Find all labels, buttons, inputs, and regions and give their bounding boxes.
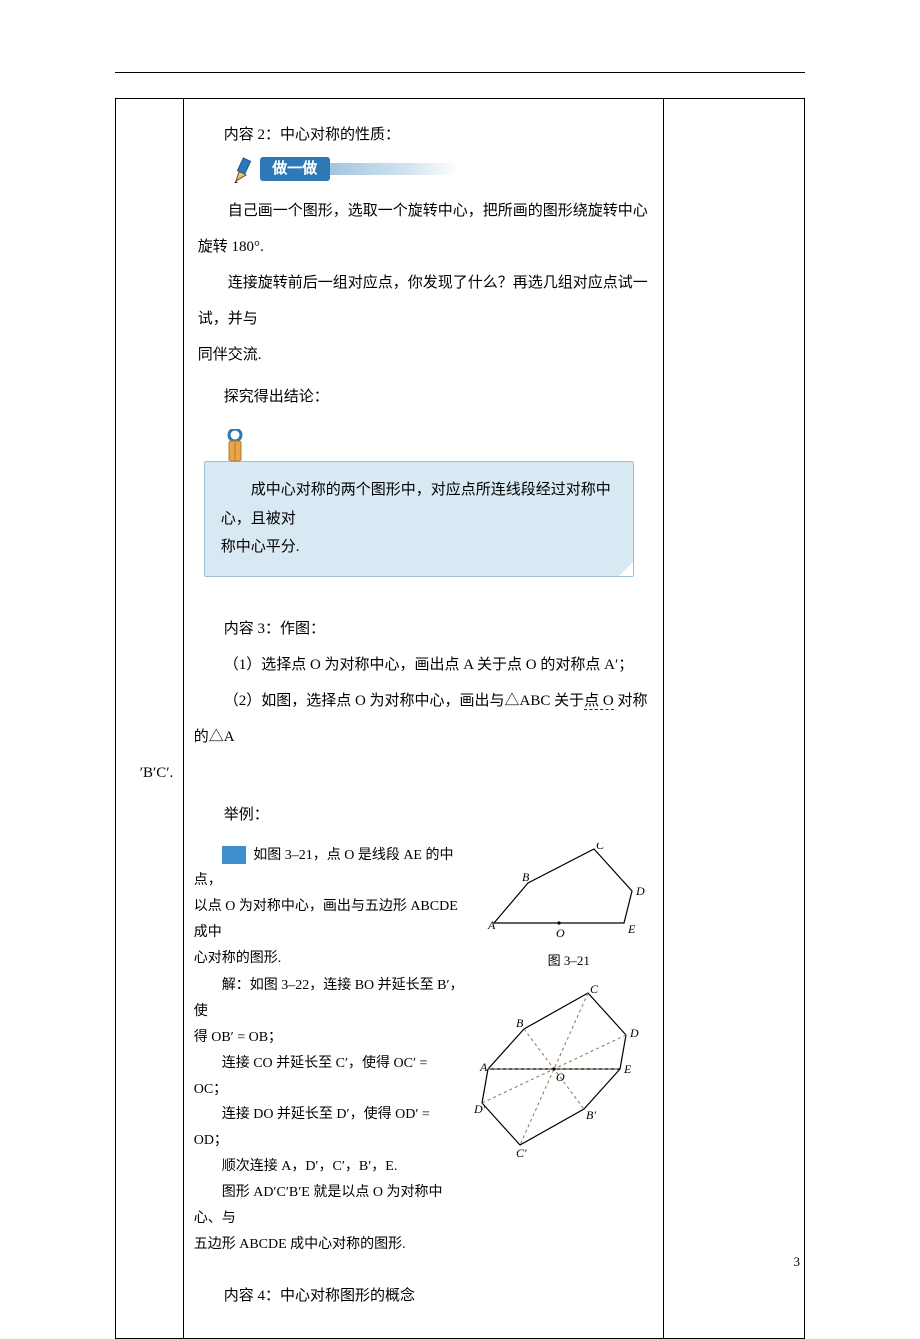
svg-text:O: O	[556, 1070, 565, 1084]
svg-text:A: A	[479, 1060, 488, 1074]
s3-item2-a: （2）如图，选择点 O 为对称中心，画出与△ABC 关于	[224, 693, 584, 709]
svg-text:E: E	[627, 922, 636, 936]
ex-line: 例 如图 3–21，点 O 是线段 AE 的中点，	[194, 843, 464, 895]
sol-line: 连接 DO 并延长至 D′，使得 OD′ = OD；	[194, 1102, 464, 1154]
ex-line: 心对称的图形.	[194, 946, 464, 972]
fold-corner	[619, 562, 633, 576]
col-right	[663, 99, 804, 1339]
svg-text:D: D	[629, 1026, 639, 1040]
s3-item2: （2）如图，选择点 O 为对称中心，画出与△ABC 关于点 O 对称的△A	[194, 683, 653, 755]
example-text: 例 如图 3–21，点 O 是线段 AE 的中点， 以点 O 为对称中心，画出与…	[194, 843, 464, 1258]
sol-line: 得 OB′ = OB；	[194, 1025, 464, 1051]
conclusion-line: 称中心平分.	[221, 533, 621, 562]
s3-item2-underline: 点 O	[584, 693, 614, 710]
section4-title: 内容 4：中心对称图形的概念	[194, 1278, 653, 1314]
svg-text:D: D	[635, 884, 645, 898]
col-main: 内容 2：中心对称的性质： 做一做 自己画一个图形，选取一个旋转中心，把所画的图…	[183, 99, 663, 1339]
header-rule	[115, 72, 805, 73]
sol-label: 解：	[222, 976, 250, 992]
svg-text:B: B	[522, 870, 530, 884]
svg-text:C′: C′	[516, 1146, 527, 1160]
do-body: 自己画一个图形，选取一个旋转中心，把所画的图形绕旋转中心旋转 180°. 连接旋…	[194, 193, 653, 373]
example-wrap: 例 如图 3–21，点 O 是线段 AE 的中点， 以点 O 为对称中心，画出与…	[194, 843, 653, 1258]
table-row: 内容 2：中心对称的性质： 做一做 自己画一个图形，选取一个旋转中心，把所画的图…	[116, 99, 805, 1339]
svg-text:C: C	[596, 843, 605, 852]
svg-text:A: A	[487, 918, 496, 932]
svg-text:E: E	[623, 1062, 632, 1076]
svg-text:B: B	[516, 1016, 524, 1030]
section2-title: 内容 2：中心对称的性质：	[194, 117, 653, 153]
example-tag: 例	[222, 846, 246, 864]
s3-item2-tail: ′B′C′.	[140, 755, 653, 791]
svg-text:O: O	[556, 926, 565, 940]
svg-text:D′: D′	[474, 1102, 486, 1116]
s3-item1: （1）选择点 O 为对称中心，画出点 A 关于点 O 的对称点 A′；	[194, 647, 653, 683]
do-line: 同伴交流.	[198, 337, 653, 373]
page: 内容 2：中心对称的性质： 做一做 自己画一个图形，选取一个旋转中心，把所画的图…	[0, 0, 920, 1302]
conclusion-box: 成中心对称的两个图形中，对应点所连线段经过对称中心，且被对 称中心平分.	[204, 461, 634, 577]
sol-line: 顺次连接 A，D′，C′，B′，E.	[194, 1154, 464, 1180]
figure-3-22: A B C D E O B′ C′ D′	[474, 983, 654, 1168]
conclusion-line: 成中心对称的两个图形中，对应点所连线段经过对称中心，且被对	[221, 476, 621, 533]
svg-text:C: C	[590, 983, 599, 996]
sol-line: 图形 AD′C′B′E 就是以点 O 为对称中心、与	[194, 1180, 464, 1232]
clip-icon	[220, 429, 250, 469]
svg-text:B′: B′	[586, 1108, 596, 1122]
do-label: 做一做	[260, 157, 330, 181]
sol-line: 解：如图 3–22，连接 BO 并延长至 B′，使	[194, 972, 464, 1025]
section3-title: 内容 3：作图：	[194, 611, 653, 647]
fig321-svg: A B C D E O	[484, 843, 654, 943]
pencil-icon	[230, 155, 260, 185]
conclusion-text: 成中心对称的两个图形中，对应点所连线段经过对称中心，且被对	[221, 482, 611, 527]
content-table: 内容 2：中心对称的性质： 做一做 自己画一个图形，选取一个旋转中心，把所画的图…	[115, 98, 805, 1339]
do-line: 自己画一个图形，选取一个旋转中心，把所画的图形绕旋转中心旋转 180°.	[198, 193, 653, 265]
ex-line: 以点 O 为对称中心，画出与五边形 ABCDE 成中	[194, 894, 464, 946]
figure-3-21: A B C D E O 图 3–21	[484, 843, 654, 969]
example-label: 举例：	[194, 797, 653, 833]
do-fade	[330, 163, 460, 175]
fig322-svg: A B C D E O B′ C′ D′	[474, 983, 654, 1163]
explore-line: 探究得出结论：	[194, 379, 653, 415]
do-header: 做一做	[230, 157, 490, 185]
sol-line: 五边形 ABCDE 成中心对称的图形.	[194, 1232, 464, 1258]
page-number: 3	[794, 1254, 801, 1270]
sol-line: 连接 CO 并延长至 C′，使得 OC′ = OC；	[194, 1051, 464, 1103]
col-left	[116, 99, 184, 1339]
do-line: 连接旋转前后一组对应点，你发现了什么？再选几组对应点试一试，并与	[198, 265, 653, 337]
conclusion-inner: 成中心对称的两个图形中，对应点所连线段经过对称中心，且被对 称中心平分.	[204, 461, 634, 577]
fig321-caption: 图 3–21	[484, 950, 654, 969]
